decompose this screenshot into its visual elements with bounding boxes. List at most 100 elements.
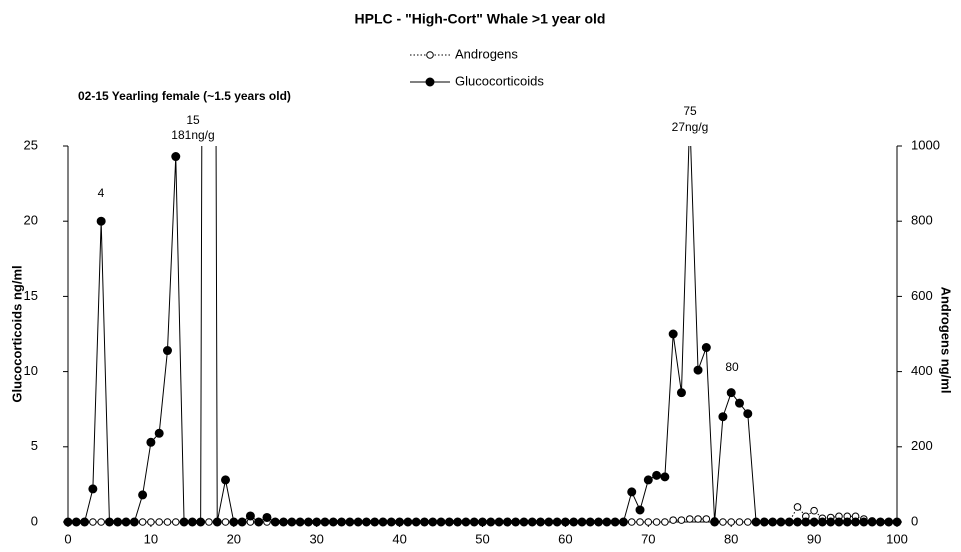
data-point [361, 517, 371, 527]
data-point [469, 517, 479, 527]
data-point [270, 517, 280, 527]
data-point [444, 517, 454, 527]
y-tick-label: 10 [24, 363, 38, 378]
data-point [320, 517, 330, 527]
data-point [138, 518, 147, 526]
data-point [569, 517, 579, 527]
data-point [652, 470, 662, 480]
data-point [511, 517, 521, 527]
chart-title: HPLC - "High-Cort" Whale >1 year old [355, 11, 606, 27]
data-point [453, 517, 463, 527]
data-point [661, 518, 669, 526]
data-point [776, 517, 786, 527]
data-point [768, 517, 778, 527]
y2-tick-label: 800 [911, 213, 933, 228]
data-point [527, 517, 537, 527]
data-point [411, 517, 421, 527]
data-point [229, 517, 239, 527]
x-tick-label: 10 [144, 531, 158, 546]
data-point [221, 475, 231, 485]
y2-tick-label: 400 [911, 363, 933, 378]
data-point [147, 518, 155, 526]
data-point [345, 517, 355, 527]
data-point [643, 475, 653, 485]
data-point [577, 517, 587, 527]
data-point [205, 518, 213, 526]
data-point [154, 428, 164, 438]
data-point [644, 518, 653, 526]
data-point [726, 388, 736, 398]
data-point [635, 505, 645, 515]
data-point [486, 517, 496, 527]
data-point [668, 329, 678, 339]
data-point [63, 517, 73, 527]
annotation: 15 [186, 113, 200, 127]
plot-area [63, 146, 902, 527]
data-point [842, 517, 852, 527]
y-tick-label: 5 [31, 438, 38, 453]
data-point [171, 518, 180, 526]
data-point [710, 517, 720, 527]
annotation: 27ng/g [672, 120, 709, 134]
data-point [303, 517, 313, 527]
data-point [80, 517, 90, 527]
data-point [502, 517, 512, 527]
data-point [328, 517, 338, 527]
data-point [89, 518, 97, 526]
legend-label: Androgens [455, 46, 518, 61]
data-point [544, 517, 554, 527]
data-point [146, 437, 156, 447]
data-point [478, 517, 487, 527]
data-point [834, 517, 844, 527]
data-point [552, 517, 562, 527]
data-point [96, 216, 106, 226]
data-point [685, 515, 694, 523]
data-point [104, 517, 114, 527]
y2-axis-label: Androgens ng/ml [939, 287, 954, 394]
y-tick-label: 0 [31, 513, 38, 528]
data-point [536, 517, 546, 527]
data-point [884, 517, 894, 527]
x-tick-label: 100 [886, 531, 908, 546]
data-point [436, 517, 446, 527]
legend-marker [426, 51, 434, 59]
x-tick-label: 60 [558, 531, 572, 546]
data-point [701, 343, 711, 353]
data-point [859, 517, 869, 527]
data-point [892, 517, 902, 527]
data-point [793, 517, 803, 527]
data-point [71, 517, 81, 527]
data-point [370, 517, 380, 527]
data-point [719, 518, 727, 526]
data-point [113, 517, 123, 527]
data-point [801, 517, 811, 527]
data-point [693, 365, 703, 375]
data-point [353, 517, 363, 527]
data-point [221, 518, 230, 526]
data-point [212, 517, 222, 527]
y-axis-label: Glucocorticoids ng/ml [9, 265, 24, 402]
data-point [669, 516, 677, 524]
data-point [851, 517, 861, 527]
data-point [403, 517, 413, 527]
data-point [287, 517, 297, 527]
annotation: 80 [725, 360, 739, 374]
data-point [867, 517, 877, 527]
data-point [817, 517, 827, 527]
x-tick-label: 40 [392, 531, 406, 546]
y-tick-label: 25 [24, 137, 38, 152]
data-point [694, 515, 702, 523]
data-point [312, 517, 322, 527]
data-point [618, 517, 628, 527]
data-point [759, 517, 769, 527]
data-point [560, 517, 570, 527]
data-point [727, 518, 736, 526]
data-point [734, 398, 744, 408]
data-point [810, 506, 818, 515]
data-point [245, 511, 255, 521]
data-point [163, 518, 172, 526]
data-point [494, 517, 504, 527]
data-point [461, 517, 471, 527]
x-tick-label: 70 [641, 531, 655, 546]
